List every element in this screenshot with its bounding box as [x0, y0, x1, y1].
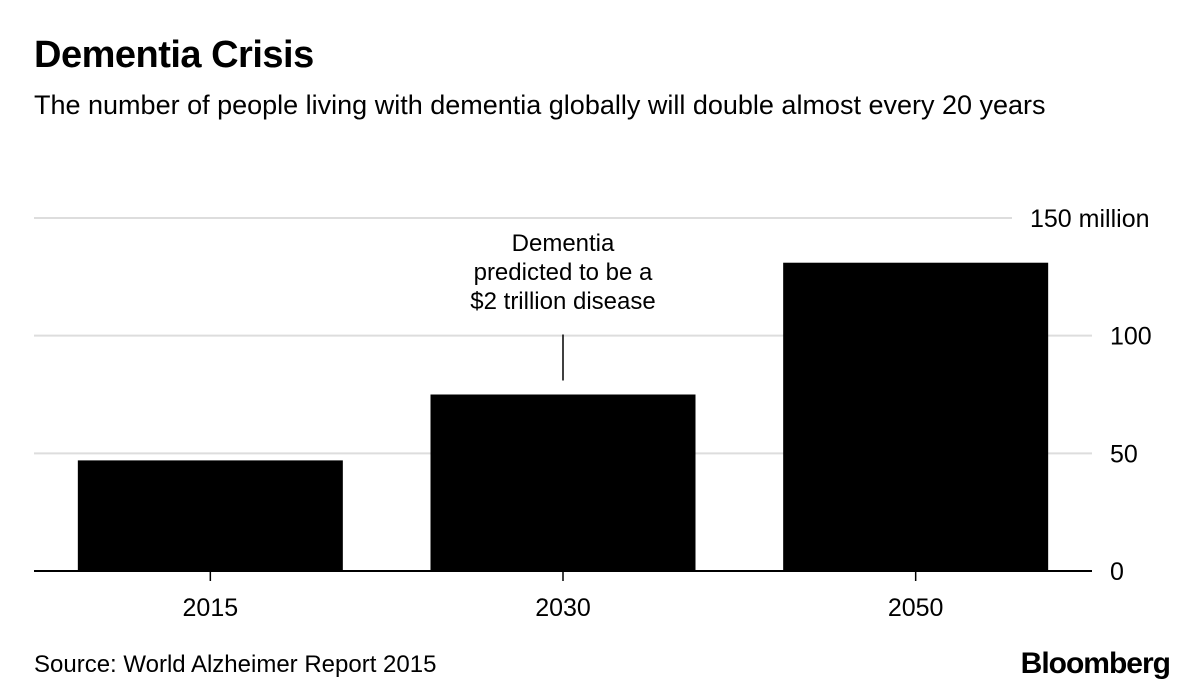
bar: [430, 394, 696, 571]
annotation-text: Dementia: [512, 230, 615, 257]
bar: [783, 262, 1049, 571]
x-tick-label: 2050: [888, 594, 944, 622]
y-tick-label: 0: [1110, 558, 1124, 586]
y-tick-label: 50: [1110, 440, 1138, 468]
x-tick-label: 2015: [183, 594, 239, 622]
chart-subtitle: The number of people living with dementi…: [34, 90, 1046, 120]
annotation-text: $2 trillion disease: [470, 288, 655, 315]
annotation-text: predicted to be a: [474, 259, 653, 286]
chart-title: Dementia Crisis: [34, 34, 314, 76]
y-tick-label: 150 million: [1030, 205, 1150, 233]
source-note: Source: World Alzheimer Report 2015: [34, 651, 437, 678]
bar: [77, 460, 343, 571]
y-tick-label: 100: [1110, 323, 1152, 351]
bloomberg-logo: Bloomberg: [1020, 647, 1171, 680]
x-tick-label: 2030: [535, 594, 591, 622]
